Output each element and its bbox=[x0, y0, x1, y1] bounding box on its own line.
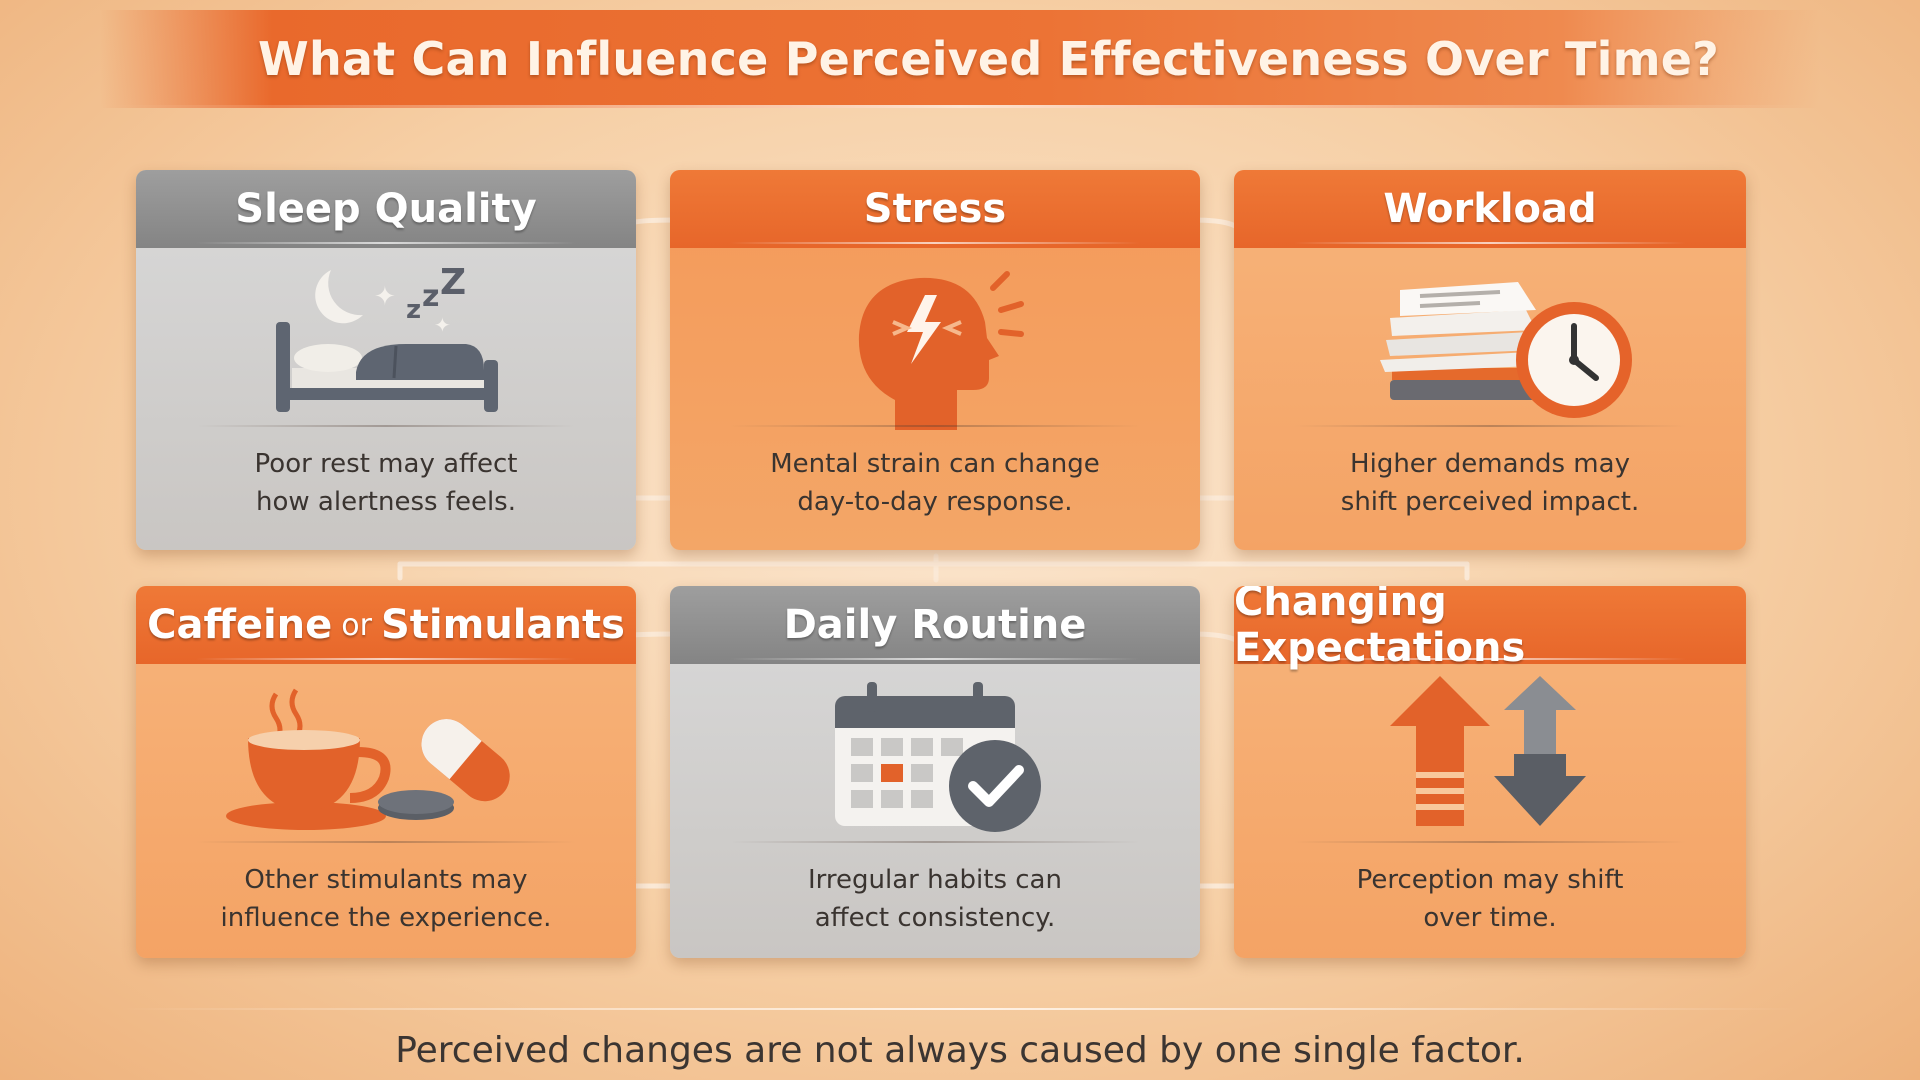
card-heading: Stress bbox=[670, 170, 1200, 248]
card-description: Mental strain can change day-to-day resp… bbox=[770, 449, 1100, 517]
calendar-check-icon bbox=[670, 676, 1200, 836]
card-changing-expectations: Changing Expectations Perception may shi… bbox=[1234, 586, 1746, 958]
card-heading: Workload bbox=[1234, 170, 1746, 248]
svg-text:Z: Z bbox=[440, 262, 466, 303]
heading-or: or bbox=[341, 607, 372, 643]
papers-clock-icon bbox=[1234, 260, 1746, 420]
card-heading: Changing Expectations bbox=[1234, 586, 1746, 671]
card-heading: Daily Routine bbox=[670, 586, 1200, 664]
title-banner: What Can Influence Perceived Effectivene… bbox=[100, 10, 1820, 108]
card-sleep-quality: Sleep Quality ✦ z z Z ✦ Poor rest may af… bbox=[136, 170, 636, 550]
card-description: Poor rest may affect how alertness feels… bbox=[254, 449, 518, 517]
svg-text:z: z bbox=[422, 279, 439, 314]
card-description: Perception may shift over time. bbox=[1356, 865, 1624, 933]
page-title: What Can Influence Perceived Effectivene… bbox=[258, 32, 1719, 86]
heading-caffeine: Caffeine bbox=[147, 602, 333, 648]
svg-text:✦: ✦ bbox=[374, 282, 396, 312]
title-divider bbox=[110, 105, 1810, 108]
svg-text:✦: ✦ bbox=[434, 313, 451, 337]
card-description: Other stimulants may influence the exper… bbox=[220, 865, 552, 933]
stressed-head-icon bbox=[670, 260, 1200, 430]
card-daily-routine: Daily Routine Irregular habits can affec… bbox=[670, 586, 1200, 958]
footer-divider bbox=[120, 1008, 1800, 1010]
up-down-arrows-icon bbox=[1234, 676, 1746, 836]
footer-note: Perceived changes are not always caused … bbox=[395, 1030, 1525, 1071]
coffee-pills-icon bbox=[136, 676, 636, 836]
svg-text:z: z bbox=[406, 295, 421, 325]
card-description: Irregular habits can affect consistency. bbox=[808, 865, 1062, 933]
card-workload: Workload Higher demands may shift percei… bbox=[1234, 170, 1746, 550]
bed-moon-icon: ✦ z z Z ✦ bbox=[136, 260, 636, 420]
card-caffeine-stimulants: Caffeine or Stimulants Other stimulants … bbox=[136, 586, 636, 958]
card-description: Higher demands may shift perceived impac… bbox=[1340, 449, 1640, 517]
card-heading: Sleep Quality bbox=[136, 170, 636, 248]
card-stress: Stress Mental strain can change day-to-d… bbox=[670, 170, 1200, 550]
card-heading: Caffeine or Stimulants bbox=[136, 586, 636, 664]
heading-stimulants: Stimulants bbox=[381, 602, 625, 648]
